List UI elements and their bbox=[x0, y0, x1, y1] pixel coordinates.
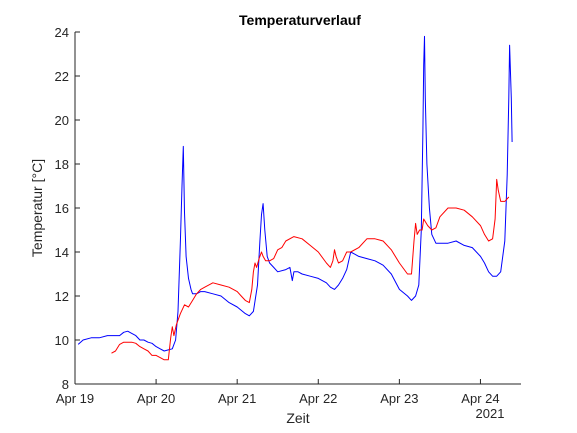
x-axis-label: Zeit bbox=[286, 410, 309, 426]
plot-box bbox=[75, 32, 521, 384]
y-tick-label: 12 bbox=[55, 289, 69, 304]
y-tick-label: 10 bbox=[55, 333, 69, 348]
y-tick-label: 20 bbox=[55, 113, 69, 128]
y-tick-label: 14 bbox=[55, 245, 69, 260]
chart-title: Temperaturverlauf bbox=[239, 12, 361, 28]
plot-area bbox=[75, 32, 521, 384]
y-tick-label: 16 bbox=[55, 201, 69, 216]
x-tick-label: Apr 23 bbox=[380, 391, 418, 406]
x-tick-label: Apr 20 bbox=[137, 391, 175, 406]
x-axis-year-label: 2021 bbox=[476, 406, 505, 421]
series-line-2 bbox=[111, 178, 510, 361]
series-line-1 bbox=[77, 35, 513, 352]
y-axis-ticks: 8 10 12 14 16 18 20 22 24 bbox=[55, 25, 80, 392]
y-tick-label: 18 bbox=[55, 157, 69, 172]
y-axis-label: Temperatur [°C] bbox=[29, 159, 45, 257]
x-tick-label: Apr 21 bbox=[218, 391, 256, 406]
x-tick-label: Apr 22 bbox=[299, 391, 337, 406]
series-layer bbox=[77, 35, 513, 361]
x-tick-label: Apr 19 bbox=[56, 391, 94, 406]
x-axis-ticks: Apr 19 Apr 20 Apr 21 Apr 22 Apr 23 Apr 24 bbox=[56, 379, 500, 406]
y-tick-label: 24 bbox=[55, 25, 69, 40]
y-tick-label: 8 bbox=[62, 377, 69, 392]
x-tick-label: Apr 24 bbox=[461, 391, 499, 406]
y-tick-label: 22 bbox=[55, 69, 69, 84]
